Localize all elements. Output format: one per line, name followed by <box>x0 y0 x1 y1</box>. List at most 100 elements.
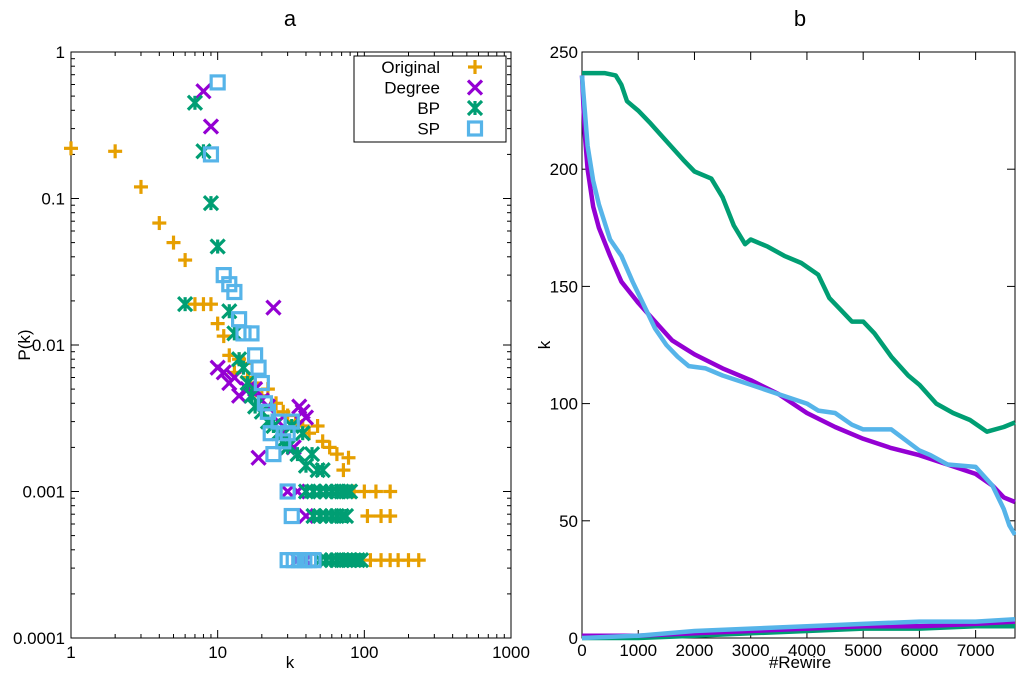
panel-a-point-bp <box>176 296 194 313</box>
panel-b-x-tick-label: 6000 <box>900 641 938 660</box>
panel-b-series-line-2 <box>579 75 1016 537</box>
panel-b-ticks: 0 1000 2000 3000 4000 5000 6000 7000 0 50 100 150 20… <box>550 43 1015 660</box>
panel-a-point-original <box>64 141 78 156</box>
panel-a-x-tick-label: 100 <box>350 643 378 662</box>
panel-b-series-line-0 <box>582 70 1016 434</box>
panel-a-y-tick-label: 0.01 <box>32 336 65 355</box>
legend-label-sp: SP <box>417 120 440 139</box>
panel-a-y-tick-label: 1 <box>56 43 65 62</box>
panel-a-point-sp <box>250 359 267 376</box>
panel-a-point-original <box>383 509 398 524</box>
panel-b-x-tick-label: 1000 <box>619 641 657 660</box>
panel-a-point-original <box>152 216 167 231</box>
panel-a-title: a <box>284 6 297 31</box>
panel-a-points <box>64 74 426 569</box>
panel-a-point-bp <box>239 374 256 392</box>
panel-b-x-axis-title: #Rewire <box>769 653 831 672</box>
panel-b-x-tick-label: 0 <box>577 641 586 660</box>
panel-a-point-original <box>133 179 148 194</box>
panel-b-x-tick-label: 2000 <box>676 641 714 660</box>
panel-a-point-original <box>360 509 375 524</box>
panel-a-point-sp <box>265 446 282 463</box>
panel-a-x-axis-title: k <box>286 653 295 672</box>
panel-a-x-tick-label: 10 <box>208 643 227 662</box>
legend-label-degree: Degree <box>384 79 440 98</box>
panel-a-point-bp <box>352 552 370 569</box>
panel-a-point-sp <box>253 374 270 392</box>
panel-b-y-tick-label: 150 <box>550 277 578 296</box>
panel-a-point-degree <box>265 299 282 316</box>
panel-a-point-sp <box>243 325 260 342</box>
panel-a-point-original <box>411 553 426 568</box>
panel-a-point-bp <box>341 483 359 500</box>
panel-a-point-original <box>210 316 225 331</box>
panel-a-y-tick-label: 0.1 <box>41 190 65 209</box>
panel-a-point-degree <box>202 118 220 135</box>
legend-label-original: Original <box>381 58 440 77</box>
panel-a-point-bp <box>202 194 220 212</box>
panel-b-y-tick-label: 100 <box>550 395 578 414</box>
panel-a-point-bp <box>226 325 243 342</box>
panel-a-y-tick-label: 0.001 <box>22 483 65 502</box>
panel-a-point-degree <box>297 507 315 525</box>
legend-box <box>353 55 507 143</box>
panel-a-point-original <box>322 440 337 455</box>
panel-a-point-sp <box>256 395 274 412</box>
panel-a-point-sp <box>279 483 296 500</box>
legend-label-bp: BP <box>417 99 440 118</box>
panel-a-point-degree <box>250 449 267 466</box>
panel-b-y-tick-label: 0 <box>569 629 578 648</box>
panel-a-point-original <box>203 297 218 312</box>
panel-a-y-axis-title: P(k) <box>15 329 34 360</box>
panel-a: a 1 10 100 1000 0.0001 0.001 0.01 0.1 1 k P(k) O… <box>13 6 530 672</box>
panel-a-point-sp <box>275 433 292 450</box>
panel-b-lines <box>579 70 1016 641</box>
panel-a-point-sp <box>305 552 322 569</box>
panel-b-title: b <box>794 6 806 31</box>
panel-a-point-original <box>368 484 383 499</box>
panel-a-point-sp <box>259 403 276 420</box>
legend-marker-bp <box>466 99 484 117</box>
panel-a-x-tick-label: 1 <box>66 643 75 662</box>
panel-a-point-original <box>336 463 351 478</box>
panel-a-point-sp <box>209 74 226 91</box>
panel-a-point-bp <box>314 461 331 479</box>
legend-marker-degree <box>466 79 484 96</box>
panel-a-point-original <box>178 253 193 268</box>
panel-b-frame <box>581 51 1016 639</box>
panel-a-point-degree <box>195 83 212 100</box>
panel-a-point-degree <box>297 409 315 426</box>
panel-a-ticks: 1 10 100 1000 0.0001 0.001 0.01 0.1 1 <box>13 43 530 662</box>
panel-a-point-original <box>329 447 344 462</box>
legend-marker-sp <box>466 120 484 137</box>
panel-a-point-sp <box>202 146 220 163</box>
panel-b-series-line-3 <box>582 624 1015 641</box>
panel-a-point-original <box>383 484 398 499</box>
panel-b-y-tick-label: 50 <box>559 512 578 531</box>
panel-b-x-tick-label: 3000 <box>732 641 770 660</box>
panel-b-y-tick-label: 250 <box>550 43 578 62</box>
panel-a-point-bp <box>186 94 204 111</box>
panel-a-point-original <box>216 329 231 344</box>
panel-a-point-bp <box>303 445 321 463</box>
panel-b-series-line-5 <box>581 616 1016 641</box>
panel-a-point-bp <box>337 507 355 525</box>
panel-a-y-tick-label: 0.0001 <box>13 629 65 648</box>
panel-a-point-original <box>341 450 356 465</box>
panel-a-point-original <box>108 144 123 159</box>
panel-a-point-sp <box>283 413 300 430</box>
panel-a-point-original <box>166 235 181 250</box>
panel-b-x-tick-label: 4000 <box>788 641 826 660</box>
panel-b: b 0 1000 2000 3000 4000 5000 6000 7000 0 50 100 150… <box>535 6 1016 672</box>
panel-a-x-tick-label: 1000 <box>492 643 530 662</box>
panel-b-x-tick-label: 7000 <box>957 641 995 660</box>
panel-b-series-line-1 <box>579 75 1016 505</box>
panel-a-point-sp <box>226 283 243 301</box>
panel-b-y-axis-title: k <box>535 340 554 349</box>
panel-a-point-bp <box>297 483 315 500</box>
panel-b-y-tick-label: 200 <box>550 160 578 179</box>
panel-a-point-bp <box>289 445 306 463</box>
panel-a-point-degree <box>215 364 232 381</box>
